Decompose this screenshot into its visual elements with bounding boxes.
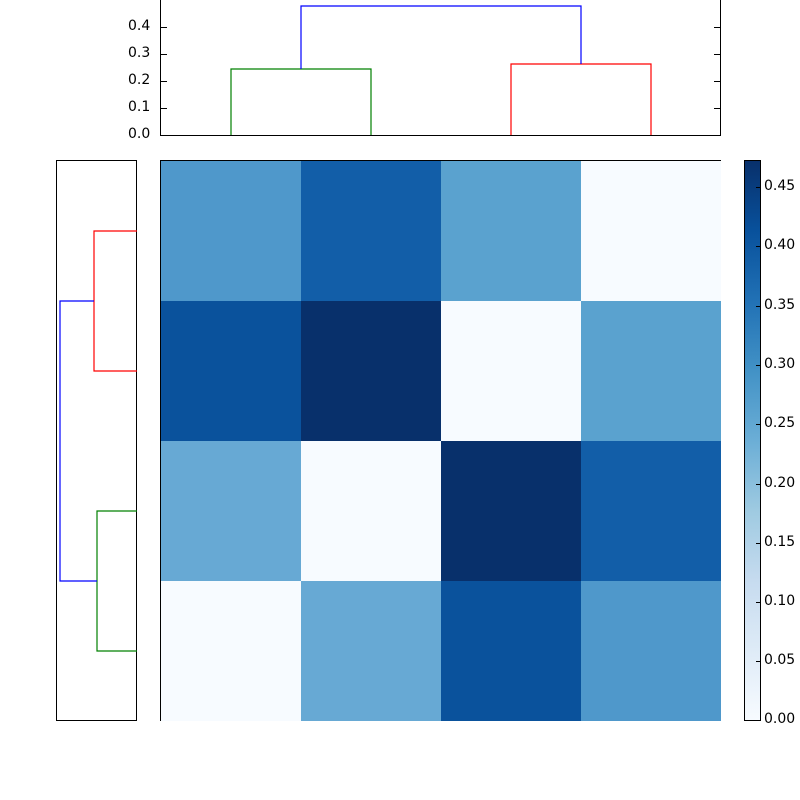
top-dendrogram-axes bbox=[160, 0, 721, 136]
top-dendrogram bbox=[161, 5, 721, 135]
heatmap-cell bbox=[441, 161, 581, 301]
colorbar bbox=[744, 160, 761, 721]
heatmap-cell bbox=[581, 441, 721, 581]
blue-link bbox=[300, 5, 582, 69]
top-ytick-label: 0.3 bbox=[128, 45, 151, 61]
heatmap-cell bbox=[441, 581, 581, 721]
heatmap-cell bbox=[581, 161, 721, 301]
heatmap-cell bbox=[441, 441, 581, 581]
left-dendrogram bbox=[59, 230, 137, 652]
heatmap-cell bbox=[301, 161, 441, 301]
colorbar-tick-label: 0.40 bbox=[764, 237, 796, 253]
left-dendrogram-axes bbox=[56, 160, 137, 721]
green-link bbox=[230, 68, 372, 135]
heatmap-cell bbox=[301, 581, 441, 721]
top-ytick-label: 0.1 bbox=[128, 99, 151, 115]
red-link bbox=[510, 63, 652, 135]
heatmap-grid bbox=[161, 161, 721, 721]
red-link bbox=[93, 230, 137, 372]
colorbar-tick-label: 0.10 bbox=[764, 593, 796, 609]
heatmap-cell bbox=[161, 301, 301, 441]
heatmap-cell bbox=[581, 301, 721, 441]
colorbar-tick-label: 0.00 bbox=[764, 711, 796, 727]
top-ytick-label: 0.0 bbox=[128, 126, 151, 142]
colorbar-tick-label: 0.45 bbox=[764, 178, 796, 194]
blue-link bbox=[59, 300, 97, 582]
colorbar-tick-label: 0.35 bbox=[764, 297, 796, 313]
heatmap-cell bbox=[301, 441, 441, 581]
heatmap-cell bbox=[301, 301, 441, 441]
heatmap-cell bbox=[161, 441, 301, 581]
top-ytick-label: 0.4 bbox=[128, 18, 151, 34]
colorbar-ticks bbox=[756, 187, 761, 662]
heatmap-cell bbox=[161, 581, 301, 721]
colorbar-tick-label: 0.05 bbox=[764, 652, 796, 668]
colorbar-tick-label: 0.20 bbox=[764, 475, 796, 491]
heatmap-axes bbox=[160, 160, 721, 721]
green-link bbox=[96, 510, 137, 652]
heatmap-cell bbox=[161, 161, 301, 301]
heatmap-cell bbox=[581, 581, 721, 721]
colorbar-tick-label: 0.25 bbox=[764, 415, 796, 431]
top-ytick-label: 0.2 bbox=[128, 72, 151, 88]
colorbar-tick-label: 0.30 bbox=[764, 356, 796, 372]
heatmap-cell bbox=[441, 301, 581, 441]
colorbar-tick-label: 0.15 bbox=[764, 534, 796, 550]
